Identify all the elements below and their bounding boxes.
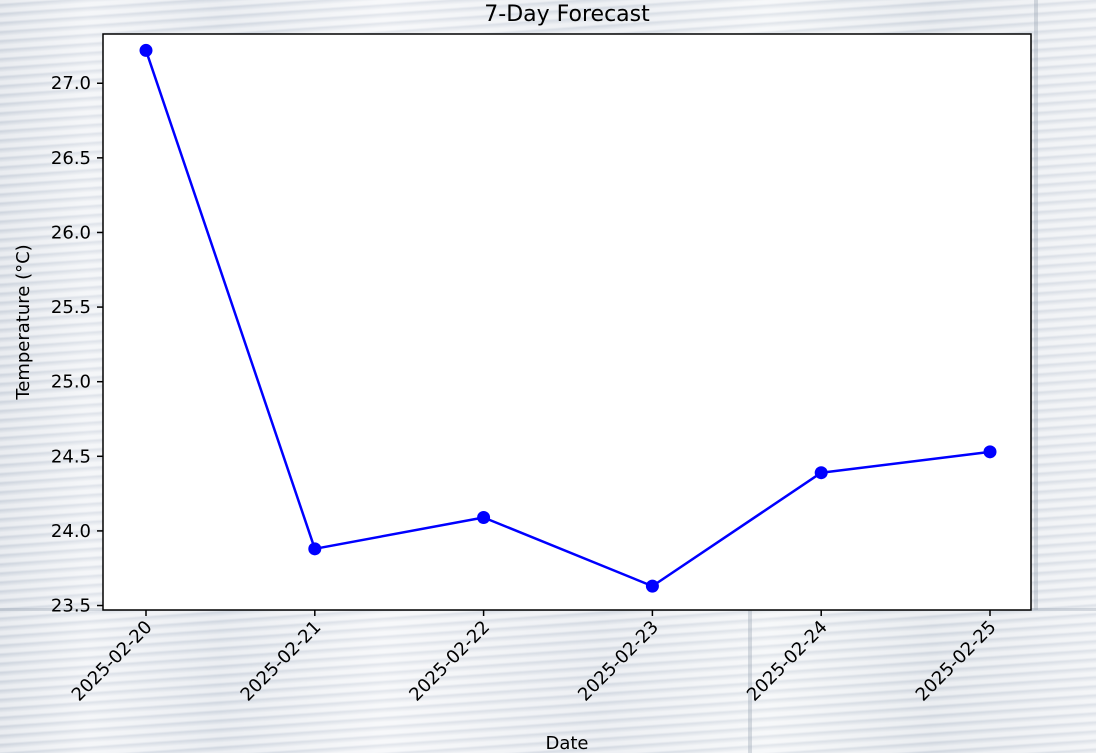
data-point: [477, 510, 491, 524]
y-tick-label: 23.5: [51, 596, 91, 617]
x-tick-label: 2025-02-24: [743, 617, 832, 706]
data-point: [645, 579, 659, 593]
y-tick-label: 25.0: [51, 372, 91, 393]
x-axis-label: Date: [545, 733, 588, 753]
x-tick-label: 2025-02-25: [912, 617, 1001, 706]
y-tick-label: 26.5: [51, 148, 91, 169]
series-line: [144, 50, 991, 588]
y-tick-label: 24.0: [51, 521, 91, 542]
series-markers: [139, 43, 997, 593]
data-point: [308, 542, 322, 556]
y-tick-label: 26.0: [51, 222, 91, 243]
y-tick-label: 27.0: [51, 73, 91, 94]
data-point: [139, 43, 153, 57]
data-point: [814, 466, 828, 480]
y-tick-label: 24.5: [51, 446, 91, 467]
y-tick-label: 25.5: [51, 297, 91, 318]
x-tick-label: 2025-02-20: [68, 617, 157, 706]
x-axis: 2025-02-20 2025-02-21 2025-02-22 2025-02-23…: [68, 610, 1001, 706]
chart-title: 7-Day Forecast: [484, 2, 650, 27]
background-joint-2: [748, 610, 752, 753]
background-joint-3: [1034, 0, 1038, 610]
plot-area: [102, 33, 1032, 611]
x-tick-label: 2025-02-21: [237, 617, 326, 706]
y-axis: 23.5 24.0 24.5 25.0 25.5 26.0 26.5 27.0: [51, 73, 103, 617]
y-axis-label: Temperature (°C): [13, 244, 34, 400]
x-tick-label: 2025-02-23: [574, 617, 663, 706]
data-point: [983, 445, 997, 459]
x-tick-label: 2025-02-22: [405, 617, 494, 706]
